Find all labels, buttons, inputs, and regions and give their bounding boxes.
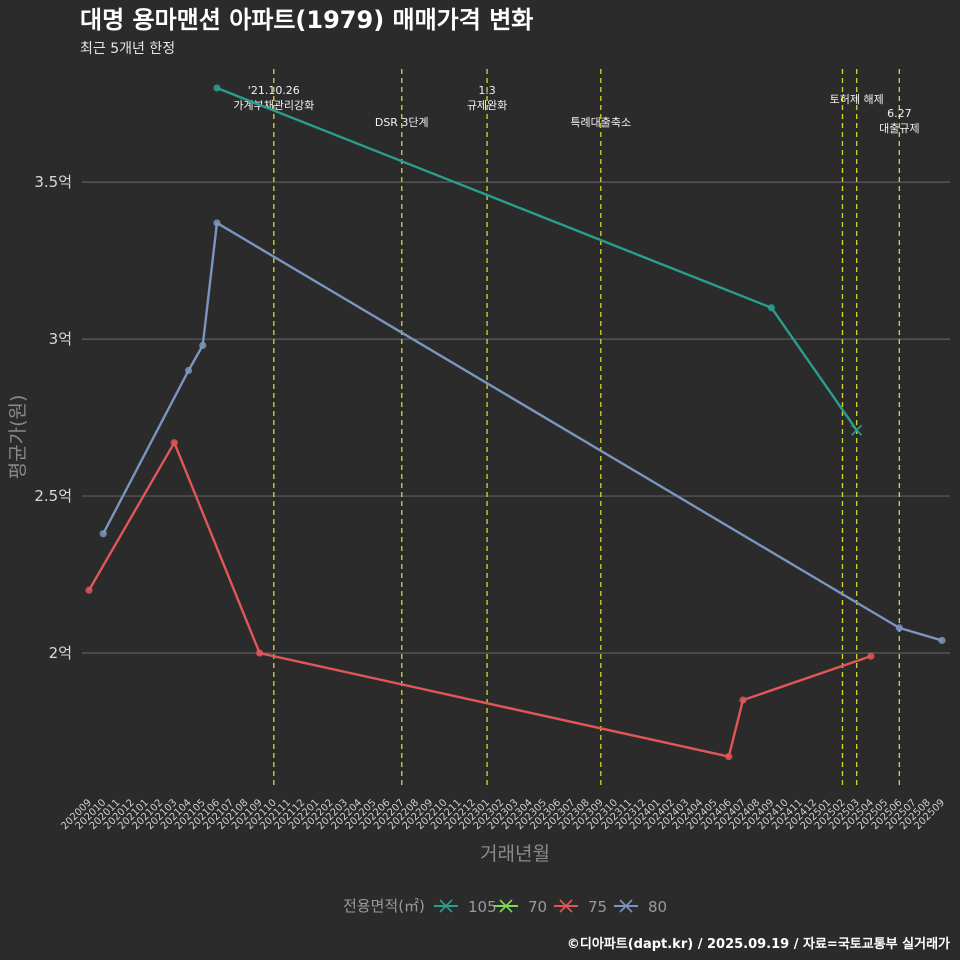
event-label: 1.3 (478, 84, 496, 97)
legend-key-cross (619, 899, 633, 913)
y-tick-label: 2억 (49, 644, 72, 662)
event-label: 특례대출축소 (570, 116, 631, 129)
y-tick-label: 2.5억 (34, 487, 72, 505)
data-point (99, 530, 107, 538)
legend-title: 전용면적(㎡) (343, 897, 425, 915)
legend-key-cross (439, 899, 453, 913)
data-point (895, 624, 903, 632)
y-axis-title: 평균가(원) (7, 395, 29, 480)
legend-entry-label: 80 (648, 898, 667, 916)
legend-entry-label: 70 (528, 898, 547, 916)
event-label: DSR 3단계 (375, 116, 429, 129)
data-point (739, 696, 747, 704)
data-point (213, 84, 221, 92)
event-label: 토허제 해제 (830, 92, 884, 106)
data-point (767, 304, 776, 312)
legend-key-cross (559, 899, 573, 913)
series-line-75 (87, 441, 872, 758)
chart-title: 대명 용마맨션 아파트(1979) 매매가격 변화 (80, 6, 533, 34)
data-point (725, 753, 733, 761)
y-axis-ticks: 2억 2.5억 3억 3.5억 (34, 173, 72, 662)
data-point (938, 636, 946, 645)
y-tick-label: 3억 (49, 330, 72, 348)
data-point (256, 649, 264, 657)
caption: ©디아파트(dapt.kr) / 2025.09.19 / 자료=국토교통부 실… (567, 936, 950, 952)
legend-key-cross (499, 899, 513, 913)
chart-subtitle: 최근 5개년 한정 (80, 41, 175, 57)
x-axis-title: 거래년월 (480, 843, 550, 865)
series-line-80 (102, 221, 943, 642)
event-label: 대출규제 (879, 122, 919, 135)
legend-entry-label: 105 (468, 898, 497, 916)
data-point (213, 219, 221, 227)
event-label: '21.10.26 (248, 84, 300, 97)
event-label: 규제완화 (467, 99, 507, 112)
legend: 전용면적(㎡) 105 70 75 80 (343, 897, 667, 916)
event-label: 6.27 (887, 107, 912, 120)
y-tick-label: 3.5억 (34, 173, 72, 191)
data-point (184, 366, 193, 375)
data-point (85, 586, 93, 594)
series-lines (85, 84, 946, 761)
data-point (199, 341, 207, 349)
gridlines (82, 181, 950, 654)
data-point (867, 652, 875, 660)
legend-entry-label: 75 (588, 898, 607, 916)
data-point-marker (851, 424, 863, 436)
data-point (170, 439, 178, 447)
